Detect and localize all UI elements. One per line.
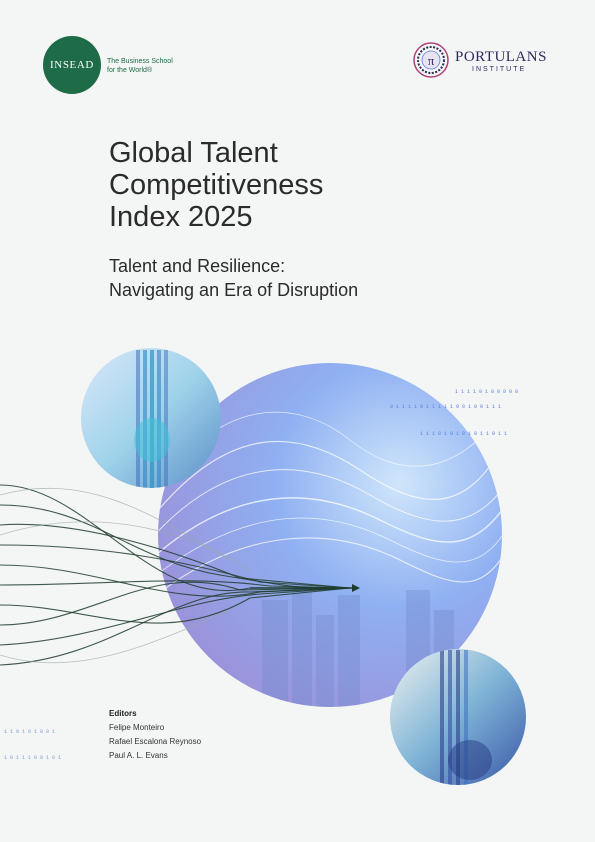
portulans-subtitle: INSTITUTE [472,66,527,73]
binary-left2: 1 0 1 1 1 0 0 1 0 1 [4,755,61,761]
binary-left1: 1 1 0 1 0 1 0 0 1 [4,729,55,735]
title-line3: Index 2025 [109,201,253,233]
subtitle-line2: Navigating an Era of Disruption [109,280,359,300]
editor-name: Rafael Escalona Reynoso [109,737,202,746]
bottom-portrait-stripes [440,650,492,785]
binary-row3: 1 1 1 0 1 0 1 0 1 0 1 1 0 1 1 [420,431,507,437]
insead-tagline: The Business School for the World® [107,57,173,75]
title-line1: Global Talent [109,137,278,169]
large-globe-circle [158,363,502,707]
green-flow-curves [0,484,351,666]
editors-heading: Editors [109,709,137,718]
portulans-emblem-glyph: π [428,53,435,68]
arrow-head-icon [352,584,360,592]
cover-artwork: 1 1 1 1 0 1 0 0 0 0 0 0 1 1 1 1 0 1 1 1 … [0,348,526,785]
binary-row2: 0 1 1 1 1 0 1 1 1 1 1 0 0 1 0 0 1 1 1 [390,404,501,410]
binary-row1: 1 1 1 1 0 1 0 0 0 0 0 [455,389,518,395]
subtitle-line1: Talent and Resilience: [109,256,286,276]
title-line2: Competitiveness [109,169,324,201]
top-portrait-stripes [134,350,170,488]
report-subtitle: Talent and Resilience: Navigating an Era… [109,254,509,302]
city-skyline [262,585,454,707]
pale-flow-curves [0,487,251,664]
editor-name: Felipe Monteiro [109,723,165,732]
editor-name: Paul A. L. Evans [109,751,168,760]
insead-tagline-line2: for the World® [107,67,153,74]
portulans-name: PORTULANS [455,49,547,65]
portulans-emblem-icon: π [413,42,449,78]
insead-tagline-line1: The Business School [107,58,173,65]
insead-logo-text: INSEAD [50,59,94,71]
insead-logo: INSEAD [43,36,101,94]
report-title: Global Talent Competitiveness Index 2025 [109,137,509,233]
